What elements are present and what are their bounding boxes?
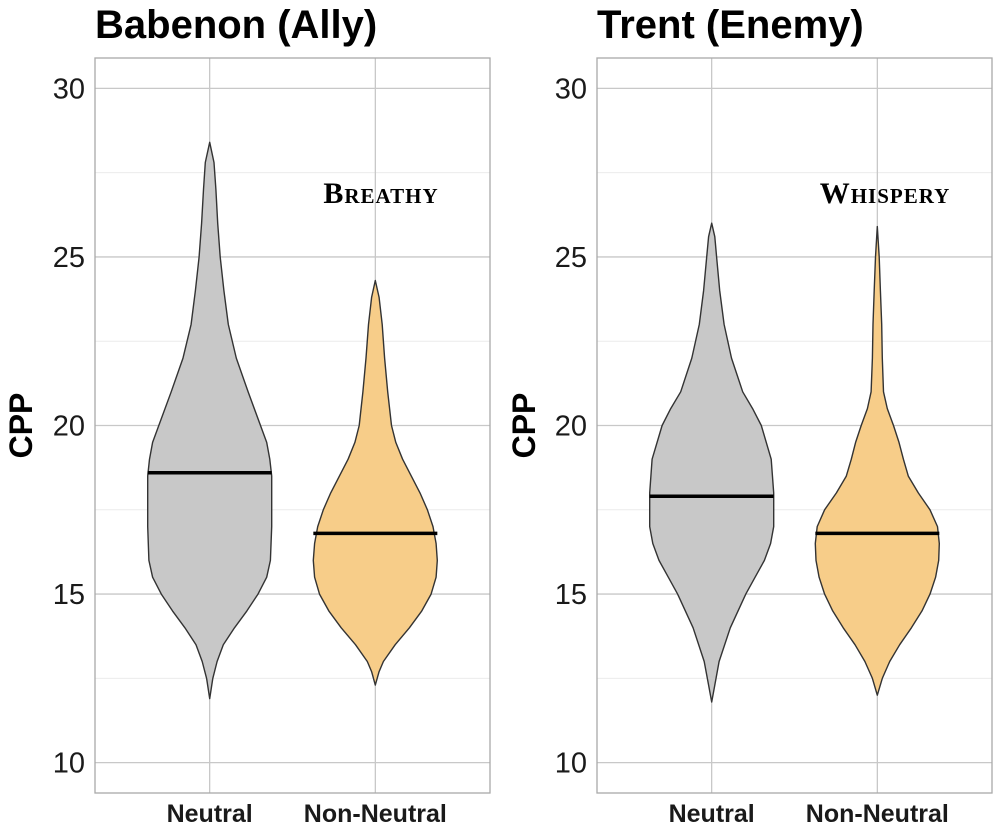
x-tick-label: Neutral xyxy=(167,800,253,828)
y-tick-label: 10 xyxy=(53,748,85,780)
chart-panel-0: 10 15 20 25 30 Neutral Non-Neutral Babenon (All… xyxy=(3,3,491,828)
violin-non-neutral xyxy=(814,225,940,696)
panel-border xyxy=(94,57,491,794)
violin-neutral xyxy=(649,222,775,703)
y-tick-label: 30 xyxy=(555,73,587,105)
violin-neutral xyxy=(147,141,273,700)
chart-title: Trent (Enemy) xyxy=(597,3,864,47)
panel-border xyxy=(596,57,993,794)
y-tick-label: 25 xyxy=(53,242,85,274)
y-axis-label: CPP xyxy=(3,393,39,459)
y-tick-label: 25 xyxy=(555,242,587,274)
x-tick-label: Non-Neutral xyxy=(806,800,949,828)
voice-quality-annotation: Whispery xyxy=(820,177,951,210)
y-tick-label: 10 xyxy=(555,748,587,780)
y-tick-label: 15 xyxy=(53,579,85,611)
violin-non-neutral xyxy=(312,279,438,686)
y-tick-label: 20 xyxy=(555,411,587,443)
chart-title: Babenon (Ally) xyxy=(95,3,377,47)
x-tick-label: Neutral xyxy=(669,800,755,828)
x-tick-label: Non-Neutral xyxy=(304,800,447,828)
y-tick-label: 15 xyxy=(555,579,587,611)
y-axis-label: CPP xyxy=(506,393,542,459)
chart-panel-1: 10 15 20 25 30 Neutral Non-Neutral Trent (Enemy… xyxy=(506,3,993,828)
y-tick-label: 20 xyxy=(53,411,85,443)
y-tick-label: 30 xyxy=(53,73,85,105)
voice-quality-annotation: Breathy xyxy=(323,177,438,210)
